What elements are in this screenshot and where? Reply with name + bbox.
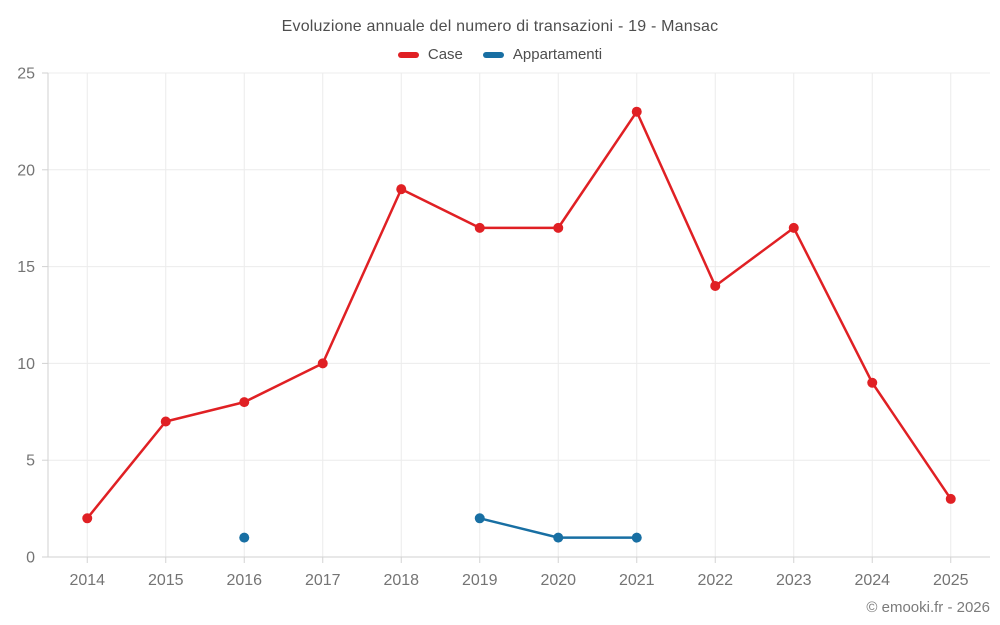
x-axis-tick-label: 2023 bbox=[776, 572, 812, 589]
data-point-appartamenti-2019[interactable] bbox=[474, 513, 485, 524]
legend-swatch bbox=[482, 51, 504, 58]
series-line-case bbox=[86, 110, 952, 520]
data-point-appartamenti-2016[interactable] bbox=[239, 532, 250, 543]
y-axis-tick-label: 10 bbox=[17, 356, 35, 373]
x-axis-tick-label: 2021 bbox=[619, 572, 655, 589]
y-axis-tick-label: 0 bbox=[26, 550, 35, 567]
data-point-case-2014[interactable] bbox=[82, 513, 93, 524]
x-axis-tick-label: 2015 bbox=[148, 572, 184, 589]
x-axis-tick-label: 2024 bbox=[854, 572, 890, 589]
x-axis-tick-label: 2016 bbox=[226, 572, 262, 589]
data-point-case-2018[interactable] bbox=[396, 184, 407, 195]
x-axis-tick-label: 2025 bbox=[933, 572, 969, 589]
x-axis-tick-label: 2022 bbox=[697, 572, 733, 589]
chart-legend: Case Appartamenti bbox=[0, 46, 1000, 63]
legend-item-case[interactable]: Case bbox=[397, 46, 463, 63]
data-point-case-2025[interactable] bbox=[945, 493, 956, 504]
data-point-case-2023[interactable] bbox=[788, 222, 799, 233]
x-axis-tick-label: 2017 bbox=[305, 572, 341, 589]
y-axis-tick-label: 5 bbox=[26, 453, 35, 470]
x-axis-tick-label: 2018 bbox=[383, 572, 419, 589]
y-axis-tick-label: 25 bbox=[17, 66, 35, 83]
chart-title: Evoluzione annuale del numero di transaz… bbox=[281, 18, 719, 35]
legend-label: Appartamenti bbox=[512, 46, 603, 63]
copyright-text: © emooki.fr - 2026 bbox=[866, 599, 990, 616]
x-axis-tick-label: 2014 bbox=[69, 572, 105, 589]
data-point-case-2020[interactable] bbox=[553, 222, 564, 233]
legend-swatch bbox=[397, 51, 419, 58]
data-point-case-2021[interactable] bbox=[631, 106, 642, 117]
legend-label: Case bbox=[427, 46, 463, 63]
x-axis-tick-label: 2019 bbox=[462, 572, 498, 589]
data-point-appartamenti-2021[interactable] bbox=[631, 532, 642, 543]
data-point-case-2017[interactable] bbox=[317, 358, 328, 369]
data-point-case-2024[interactable] bbox=[867, 377, 878, 388]
y-axis-tick-label: 15 bbox=[17, 259, 35, 276]
data-point-case-2022[interactable] bbox=[710, 280, 721, 291]
data-point-case-2015[interactable] bbox=[160, 416, 171, 427]
data-point-case-2016[interactable] bbox=[239, 397, 250, 408]
data-point-case-2019[interactable] bbox=[474, 222, 485, 233]
legend-item-appartamenti[interactable]: Appartamenti bbox=[482, 46, 603, 63]
y-axis-tick-label: 20 bbox=[17, 162, 35, 179]
x-axis-tick-label: 2020 bbox=[540, 572, 576, 589]
data-point-appartamenti-2020[interactable] bbox=[553, 532, 564, 543]
